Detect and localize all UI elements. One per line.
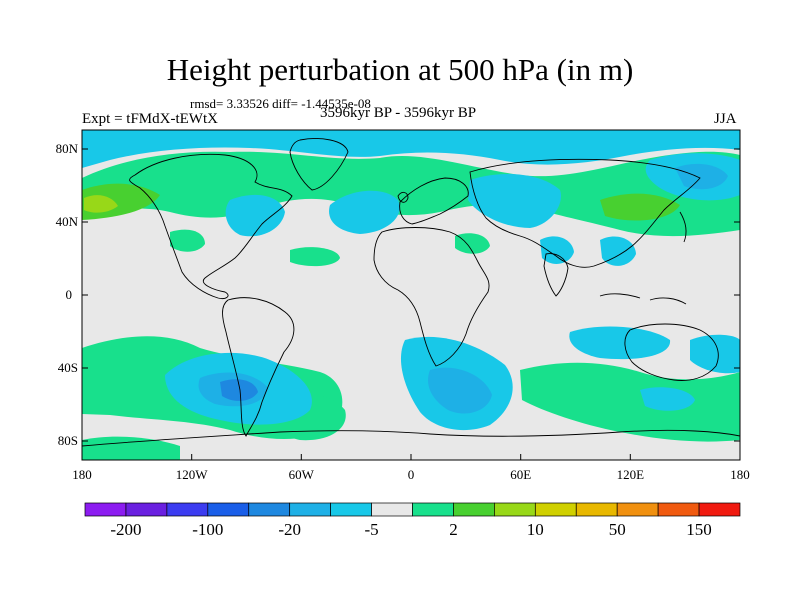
- experiment-label: Expt = tFMdX-tEWtX: [82, 111, 218, 127]
- nh-midblue-pacific: [675, 163, 728, 190]
- lat-label-80s: 80S: [58, 433, 78, 448]
- colorbar-swatch: [125, 502, 168, 517]
- period-label: 3596kyr BP - 3596kyr BP: [320, 105, 477, 121]
- nh-blue-eurasia: [468, 174, 561, 228]
- nh-yellowgreen: [84, 195, 118, 213]
- contour-fields: [82, 130, 740, 460]
- sh-blue-indian: [569, 326, 671, 360]
- colorbar-swatch: [412, 502, 454, 517]
- coast-africa: [373, 227, 490, 367]
- colorbar-tick-label: 150: [686, 520, 712, 539]
- colorbar-tick-label: 50: [609, 520, 626, 539]
- coast-uk: [397, 191, 409, 203]
- coast-india: [543, 253, 569, 297]
- sh-midblue-atlantic: [428, 367, 492, 414]
- colorbar-tick-label: -5: [364, 520, 378, 539]
- colorbar-swatch: [84, 502, 127, 517]
- colorbar-swatch: [494, 502, 536, 517]
- sh-blue-pacific: [690, 334, 740, 374]
- sh-green-east: [520, 362, 740, 442]
- page-title: Height perturbation at 500 hPa (in m): [166, 52, 634, 87]
- lon-label-120w: 120W: [176, 467, 209, 482]
- coast-greenland: [289, 138, 349, 191]
- coast-japan: [679, 211, 687, 243]
- coast-south-america: [222, 297, 295, 437]
- nh-blue-eastasia: [600, 236, 636, 266]
- nh-green-band: [82, 151, 740, 237]
- colorbar-swatch: [534, 502, 577, 517]
- coast-europe: [399, 177, 469, 225]
- lon-label-60e: 60E: [510, 467, 531, 482]
- lon-label-0: 0: [408, 467, 415, 482]
- lat-ticks: [82, 148, 740, 442]
- sh-blue-australia-south: [640, 387, 695, 411]
- colorbar-swatch: [289, 502, 331, 517]
- lon-ticks: [81, 454, 741, 460]
- colorbar-tick-label: -200: [110, 520, 141, 539]
- lon-label-120e: 120E: [617, 467, 645, 482]
- colorbar-tick-label: 2: [449, 520, 458, 539]
- colorbar-swatch: [453, 502, 495, 517]
- nh-darkgreen-b: [600, 193, 680, 221]
- nh-blue-atlantic: [329, 190, 400, 234]
- nh-blue-namerica: [225, 194, 285, 237]
- colorbar-swatch: [330, 502, 372, 517]
- colorbar-swatch: [371, 502, 413, 517]
- colorbar-tick-label: 10: [527, 520, 544, 539]
- season-label: JJA: [714, 111, 737, 127]
- colorbar-labels: -200 -100 -20 -5 2 10 50 150: [110, 520, 711, 539]
- coast-australia: [624, 323, 719, 381]
- colorbar-swatch: [698, 502, 741, 517]
- colorbar-swatch: [616, 502, 659, 517]
- lon-label-180w: 180: [72, 467, 92, 482]
- colorbar: [84, 502, 741, 517]
- nh-green-patch: [170, 229, 205, 252]
- colorbar-swatch: [248, 502, 291, 517]
- coast-antarctica: [82, 429, 740, 447]
- lat-label-0: 0: [66, 287, 73, 302]
- sh-green-west: [82, 436, 180, 460]
- colorbar-tick-label: -20: [278, 520, 301, 539]
- lat-label-80n: 80N: [56, 141, 79, 156]
- nh-blue-asia: [540, 236, 574, 264]
- coast-north-america: [129, 153, 293, 299]
- colorbar-tick-label: -100: [192, 520, 223, 539]
- lat-label-40s: 40S: [58, 360, 78, 375]
- coastlines: [82, 138, 740, 447]
- lon-label-60w: 60W: [289, 467, 315, 482]
- nh-green-patch-b: [290, 247, 340, 267]
- colorbar-swatch: [207, 502, 250, 517]
- colorbar-swatch: [575, 502, 618, 517]
- nh-green-mideast: [455, 233, 490, 254]
- colorbar-swatch: [166, 502, 209, 517]
- colorbar-swatch: [657, 502, 700, 517]
- coast-indonesia: [599, 293, 687, 305]
- coast-asia: [469, 158, 701, 268]
- sh-darkblue-south-america: [220, 379, 258, 401]
- lat-label-40n: 40N: [56, 214, 79, 229]
- nh-blue-arctic: [82, 130, 740, 168]
- lon-label-180e: 180: [730, 467, 750, 482]
- stats-text: rmsd= 3.33526 diff= -1.44535e-08: [190, 96, 371, 111]
